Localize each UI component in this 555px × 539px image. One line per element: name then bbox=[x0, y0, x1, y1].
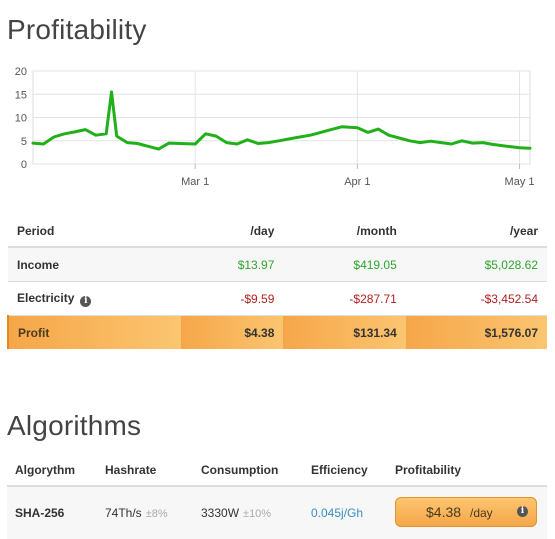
profit-year: $1,576.07 bbox=[405, 315, 547, 349]
col-period: Period bbox=[8, 216, 181, 248]
chart-svg: 20 15 10 5 0 Mar 1 Apr 1 May 1 bbox=[15, 66, 535, 188]
algo-row-sha256: SHA-256 74Th/s ±8% 3330W ±10% 0.045j/Gh $4… bbox=[7, 486, 547, 539]
x-tick-label: May 1 bbox=[505, 176, 535, 188]
profitability-table: Period /day /month /year Income $13.97 $… bbox=[7, 216, 547, 349]
electricity-label-cell: Electricity i bbox=[8, 281, 181, 316]
income-day: $13.97 bbox=[180, 247, 284, 282]
col-year: /year bbox=[405, 216, 547, 248]
profitability-chart: 20 15 10 5 0 Mar 1 Apr 1 May 1 bbox=[0, 58, 555, 193]
consumption-variance: ±10% bbox=[243, 508, 272, 520]
profitability-unit: /day bbox=[470, 505, 493, 520]
col-profitability: Profitability bbox=[387, 455, 547, 487]
income-year: $5,028.62 bbox=[405, 247, 547, 282]
profitability-amount: $4.38 bbox=[426, 503, 462, 520]
consumption-cell: 3330W ±10% bbox=[193, 486, 303, 539]
algo-table-header: Algorythm Hashrate Consumption Efficienc… bbox=[7, 455, 547, 487]
col-month: /month bbox=[283, 216, 406, 248]
profitability-cell: $4.38 /day i bbox=[387, 486, 547, 539]
algorithms-table: Algorythm Hashrate Consumption Efficienc… bbox=[7, 455, 547, 539]
info-icon[interactable]: i bbox=[517, 505, 528, 517]
algo-name: SHA-256 bbox=[7, 486, 97, 539]
income-month: $419.05 bbox=[283, 247, 406, 282]
col-hashrate: Hashrate bbox=[97, 455, 193, 487]
hashrate-value: 74Th/s bbox=[105, 506, 142, 520]
electricity-row: Electricity i -$9.59 -$287.71 -$3,452.54 bbox=[8, 281, 547, 316]
x-tick-label: Apr 1 bbox=[344, 176, 370, 188]
algorithms-title: Algorithms bbox=[7, 410, 142, 441]
efficiency-value: 0.045j/Gh bbox=[303, 486, 387, 539]
income-row: Income $13.97 $419.05 $5,028.62 bbox=[8, 247, 547, 282]
profitability-badge[interactable]: $4.38 /day i bbox=[395, 496, 537, 527]
profit-month: $131.34 bbox=[283, 315, 406, 349]
series-line-0 bbox=[31, 90, 532, 151]
consumption-value: 3330W bbox=[201, 506, 240, 520]
col-day: /day bbox=[180, 216, 284, 248]
info-icon[interactable]: i bbox=[80, 295, 92, 307]
y-tick-label: 5 bbox=[21, 136, 27, 148]
profitability-title: Profitability bbox=[7, 14, 147, 45]
x-tick-label: Mar 1 bbox=[181, 176, 209, 188]
col-algorythm: Algorythm bbox=[7, 455, 97, 487]
profit-table-header: Period /day /month /year bbox=[8, 216, 547, 248]
electricity-year: -$3,452.54 bbox=[405, 281, 547, 316]
profit-day: $4.38 bbox=[180, 315, 284, 349]
y-tick-label: 0 bbox=[21, 159, 27, 171]
col-consumption: Consumption bbox=[193, 455, 303, 487]
hashrate-variance: ±8% bbox=[145, 508, 168, 520]
y-tick-label: 20 bbox=[15, 66, 27, 78]
y-tick-label: 15 bbox=[15, 89, 27, 101]
electricity-day: -$9.59 bbox=[180, 281, 284, 316]
profit-row: Profit $4.38 $131.34 $1,576.07 bbox=[7, 315, 547, 349]
electricity-month: -$287.71 bbox=[283, 281, 406, 316]
profit-label: Profit bbox=[7, 315, 181, 349]
hashrate-cell: 74Th/s ±8% bbox=[97, 486, 193, 539]
income-label: Income bbox=[8, 247, 181, 282]
y-tick-label: 10 bbox=[15, 113, 27, 125]
col-efficiency: Efficiency bbox=[303, 455, 387, 487]
electricity-label: Electricity bbox=[17, 290, 75, 305]
